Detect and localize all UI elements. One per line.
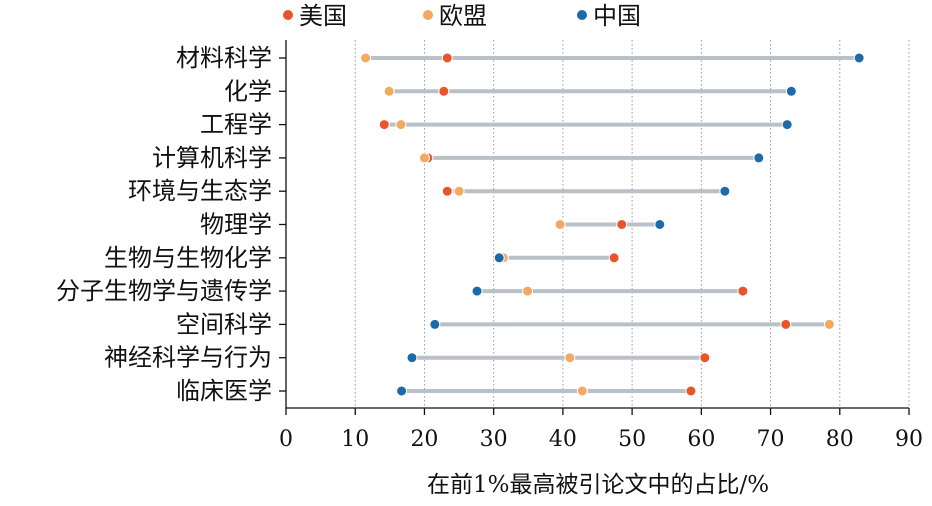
category-label: 化学 xyxy=(224,77,272,105)
x-tick-label: 40 xyxy=(549,427,577,452)
category-label: 计算机科学 xyxy=(152,144,272,172)
data-point xyxy=(608,252,620,264)
data-point xyxy=(453,185,465,197)
data-point xyxy=(780,318,792,330)
data-point xyxy=(396,385,408,397)
legend-label: 中国 xyxy=(593,2,641,30)
data-point xyxy=(406,352,418,364)
x-tick-label: 70 xyxy=(757,427,785,452)
category-label: 工程学 xyxy=(200,111,272,139)
legend-marker xyxy=(283,10,293,20)
data-point xyxy=(753,152,765,164)
data-point xyxy=(429,318,441,330)
data-point xyxy=(493,252,505,264)
x-tick-label: 60 xyxy=(687,427,715,452)
category-label: 生物与生物化学 xyxy=(104,244,272,272)
legend-marker xyxy=(423,10,433,20)
range-lines xyxy=(363,56,862,393)
data-point xyxy=(616,219,628,230)
data-point xyxy=(654,219,666,230)
data-point xyxy=(554,219,566,230)
axes: 0 10 20 30 40 50 60 70 80 90 材料科学化学工程学计算机科学环境与生态学物… xyxy=(56,40,923,452)
data-point xyxy=(737,285,749,297)
x-tick-label: 30 xyxy=(480,427,508,452)
data-point xyxy=(441,185,453,197)
data-point xyxy=(685,385,697,397)
legend-marker xyxy=(577,10,587,20)
data-point xyxy=(378,119,390,131)
data-point xyxy=(522,285,534,297)
data-point xyxy=(785,85,797,97)
data-point xyxy=(564,352,576,364)
data-point xyxy=(823,318,835,330)
data-point xyxy=(360,52,372,64)
category-label: 环境与生态学 xyxy=(128,177,272,205)
legend: 美国 欧盟 中国 xyxy=(283,2,641,30)
data-point xyxy=(441,52,453,64)
data-point xyxy=(781,119,793,131)
x-tick-label: 10 xyxy=(341,427,369,452)
category-label: 分子生物学与遗传学 xyxy=(56,277,272,305)
data-point xyxy=(699,352,711,364)
category-label: 空间科学 xyxy=(176,310,272,338)
data-points xyxy=(360,52,865,397)
data-point xyxy=(853,52,865,64)
category-label: 临床医学 xyxy=(176,377,272,405)
x-tick-label: 20 xyxy=(410,427,438,452)
legend-label: 欧盟 xyxy=(439,2,487,30)
category-label: 材料科学 xyxy=(176,44,272,72)
data-point xyxy=(395,119,407,131)
data-point xyxy=(438,85,450,97)
data-point xyxy=(576,385,588,397)
x-tick-label: 80 xyxy=(826,427,854,452)
x-axis-label: 在前1%最高被引论文中的占比/% xyxy=(427,472,769,498)
category-label: 物理学 xyxy=(200,211,272,239)
data-point xyxy=(719,185,731,197)
x-tick-label: 0 xyxy=(279,427,293,452)
category-label: 神经科学与行为 xyxy=(104,344,272,372)
data-point xyxy=(418,152,430,164)
data-point xyxy=(471,285,483,297)
x-tick-label: 50 xyxy=(618,427,646,452)
legend-label: 美国 xyxy=(299,2,347,30)
x-tick-label: 90 xyxy=(895,427,923,452)
data-point xyxy=(383,85,395,97)
